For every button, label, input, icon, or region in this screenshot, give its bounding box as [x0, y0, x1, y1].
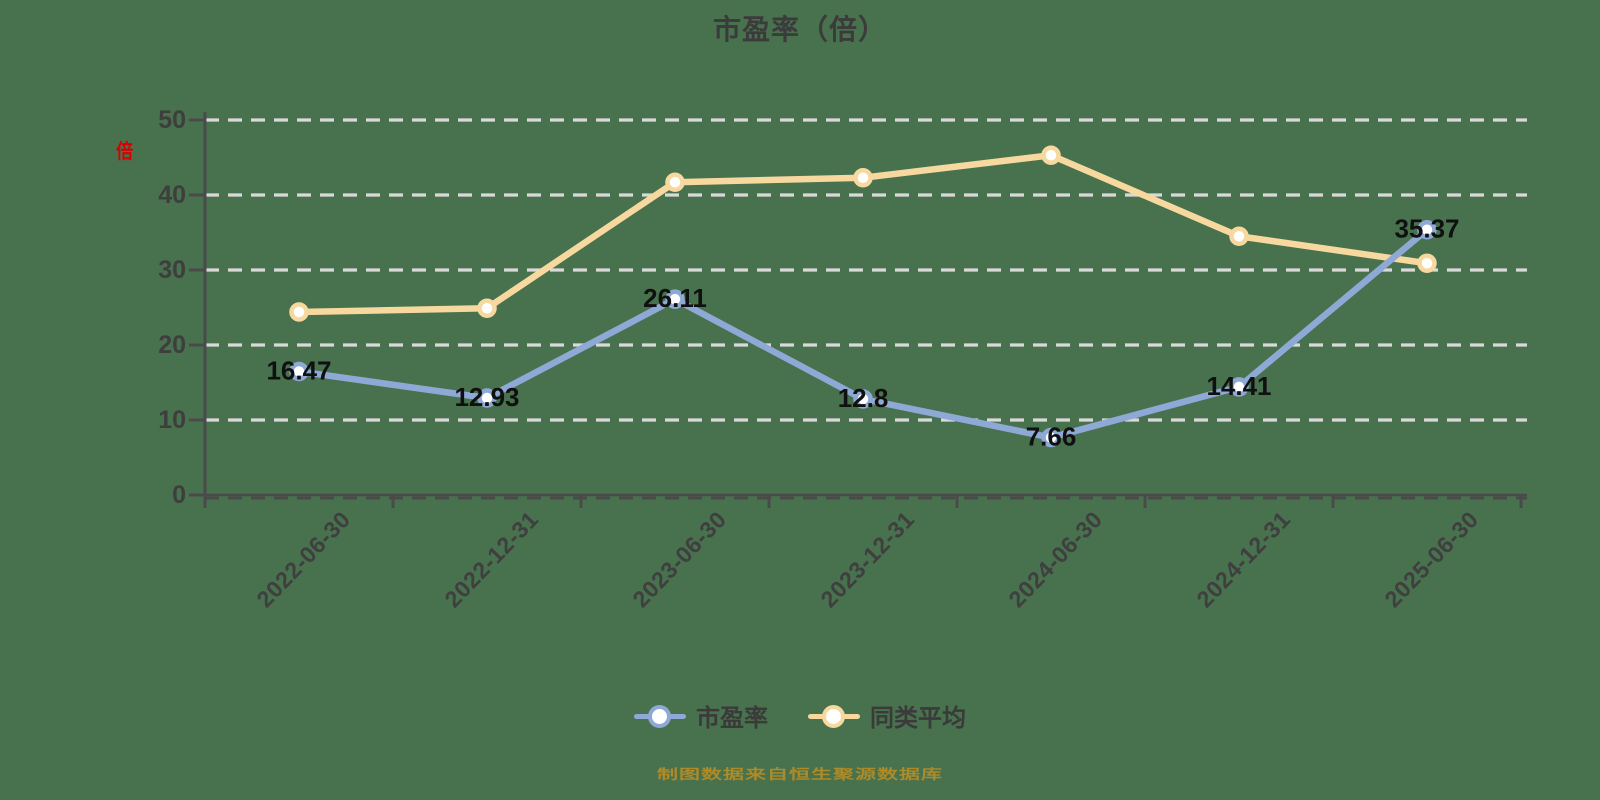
- data-point-pe[interactable]: [1229, 377, 1249, 397]
- point-label: 7.66: [1026, 422, 1077, 452]
- data-point-pe[interactable]: [665, 289, 685, 309]
- legend: 市盈率 同类平均: [0, 698, 1600, 733]
- data-point-pe[interactable]: [853, 389, 873, 409]
- y-axis-tick-label: 10: [158, 406, 186, 434]
- data-point-avg[interactable]: [853, 168, 873, 188]
- point-label: 35.37: [1394, 214, 1459, 244]
- pe-series-legend-marker-icon: [634, 704, 686, 728]
- y-axis-tick-label: 0: [172, 481, 186, 509]
- data-point-avg[interactable]: [1417, 253, 1437, 273]
- data-point-avg[interactable]: [1041, 145, 1061, 165]
- point-label: 16.47: [266, 355, 331, 385]
- y-axis-tick-label: 50: [158, 106, 186, 134]
- point-label: 12.8: [838, 383, 889, 413]
- data-point-pe[interactable]: [289, 361, 309, 382]
- legend-label-avg: 同类平均: [870, 705, 966, 732]
- data-point-pe[interactable]: [1417, 219, 1437, 240]
- point-label: 12.93: [454, 382, 519, 412]
- data-point-avg[interactable]: [1229, 226, 1249, 246]
- y-axis-tick-label: 20: [158, 331, 186, 359]
- data-point-pe[interactable]: [477, 388, 497, 408]
- data-point-avg[interactable]: [665, 172, 685, 192]
- data-point-avg[interactable]: [289, 302, 309, 322]
- data-point-avg[interactable]: [477, 298, 497, 318]
- legend-item-pe[interactable]: 市盈率: [634, 698, 768, 733]
- source-note: 制图数据来自恒生聚源数据库: [657, 767, 943, 783]
- data-point-pe[interactable]: [1041, 427, 1061, 448]
- y-axis-unit-label: 倍: [116, 141, 134, 163]
- avg-series-legend-marker-icon: [808, 704, 860, 728]
- chart-title: 市盈率（倍）: [712, 14, 887, 45]
- y-axis-tick-label: 30: [158, 256, 186, 284]
- legend-label-pe: 市盈率: [696, 705, 768, 732]
- y-axis-tick-label: 40: [158, 181, 186, 209]
- legend-item-avg[interactable]: 同类平均: [808, 698, 966, 733]
- point-label: 14.41: [1206, 371, 1271, 401]
- point-label: 26.11: [643, 283, 707, 313]
